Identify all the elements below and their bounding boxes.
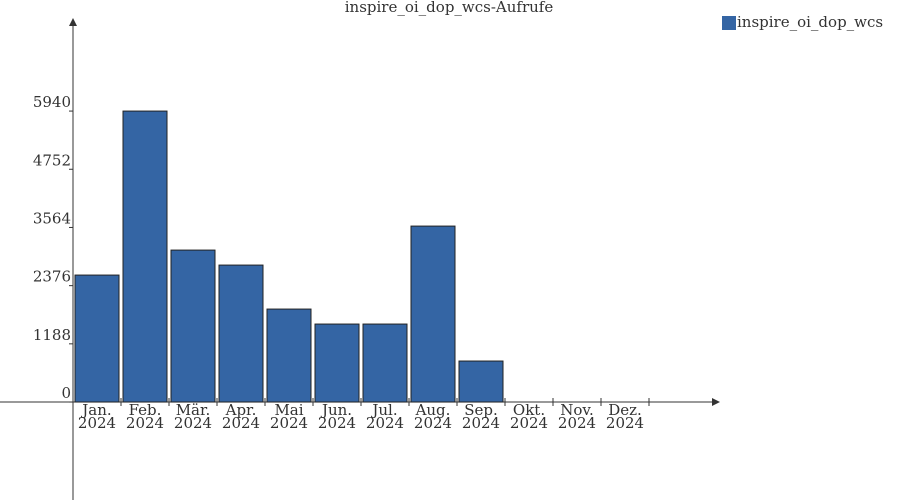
bar (266, 308, 312, 403)
legend-swatch (722, 16, 736, 30)
bar (362, 323, 408, 403)
bar (170, 249, 216, 403)
bar (122, 110, 168, 403)
y-tick-label: 2376 (33, 268, 71, 286)
x-tick-label: Mär. 2024 (173, 401, 213, 433)
x-tick-label: Nov. 2024 (557, 401, 597, 433)
legend-label: inspire_oi_dop_wcs (737, 13, 883, 31)
y-tick-label: 1188 (33, 326, 71, 344)
y-tick-label: 3564 (33, 209, 71, 227)
y-tick-label: 0 (61, 384, 71, 402)
x-tick-label: Jun. 2024 (317, 401, 357, 433)
x-tick-label: Aug. 2024 (413, 401, 453, 433)
x-tick-label: Apr. 2024 (221, 401, 261, 433)
y-axis-arrow (69, 18, 77, 26)
x-tick-label: Dez. 2024 (605, 401, 645, 433)
x-tick-label: Jan. 2024 (77, 401, 117, 433)
bar (458, 360, 504, 403)
x-tick-label: Okt. 2024 (509, 401, 549, 433)
bar (410, 225, 456, 403)
x-tick-label: Mai 2024 (269, 401, 309, 433)
x-tick-label: Jul. 2024 (365, 401, 405, 433)
x-axis-arrow (712, 398, 720, 407)
bar (74, 274, 120, 403)
x-tick-label: Feb. 2024 (125, 401, 165, 433)
bar (218, 264, 264, 403)
y-tick-label: 4752 (33, 151, 71, 169)
chart-title: inspire_oi_dop_wcs-Aufrufe (345, 0, 554, 16)
bar (314, 323, 360, 403)
y-tick-label: 5940 (33, 93, 71, 111)
x-tick-label: Sep. 2024 (461, 401, 501, 433)
